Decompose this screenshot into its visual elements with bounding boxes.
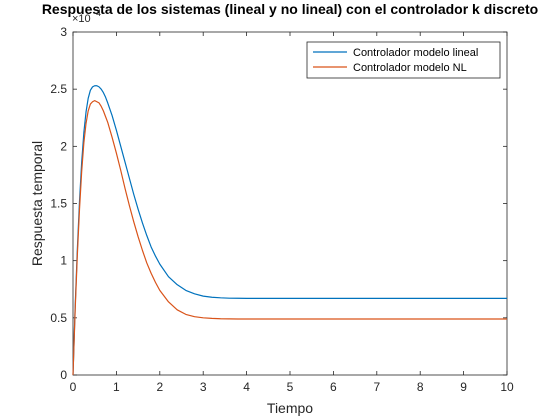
x-tick-label: 10	[500, 380, 514, 394]
x-tick-label: 4	[243, 380, 250, 394]
y-axis-label: Respuesta temporal	[29, 141, 45, 266]
legend-box	[306, 41, 501, 79]
y-tick-label: 1	[60, 254, 67, 268]
x-tick-label: 2	[156, 380, 163, 394]
legend-label-1: Controlador modelo lineal	[353, 47, 478, 59]
x-tick-label: 8	[417, 380, 424, 394]
y-tick-label: 2	[60, 139, 67, 153]
y-tick-label: 1.5	[50, 197, 67, 211]
x-tick-label: 5	[287, 380, 294, 394]
y-tick-label: 2.5	[50, 82, 67, 96]
legend-label-2: Controlador modelo NL	[353, 62, 467, 74]
x-tick-label: 1	[113, 380, 120, 394]
axis-ticks: 0 1 2 3 4 5 6 7 8 9 10 0 0.5 1 1.5 2 2.5 3	[50, 25, 514, 394]
y-tick-label: 0	[60, 368, 67, 382]
series-line-1	[72, 85, 507, 376]
x-tick-label: 6	[330, 380, 337, 394]
y-tick-label: 3	[60, 25, 67, 39]
chart-title: Respuesta de los sistemas (lineal y no l…	[42, 1, 538, 17]
x-tick-label: 3	[200, 380, 207, 394]
x-tick-label: 9	[460, 380, 467, 394]
plot-area	[72, 31, 508, 376]
x-axis-label: Tiempo	[267, 400, 313, 416]
y-axis-multiplier-base: ×10	[72, 13, 91, 25]
y-axis-multiplier: ×10 -4	[72, 8, 101, 25]
x-tick-label: 7	[373, 380, 380, 394]
series-lines	[72, 85, 507, 376]
x-tick-label: 0	[70, 380, 77, 394]
legend: Controlador modelo lineal Controlador mod…	[306, 41, 501, 79]
y-tick-label: 0.5	[50, 311, 67, 325]
series-line-2	[72, 99, 507, 376]
y-axis-multiplier-exponent: -4	[93, 8, 101, 18]
